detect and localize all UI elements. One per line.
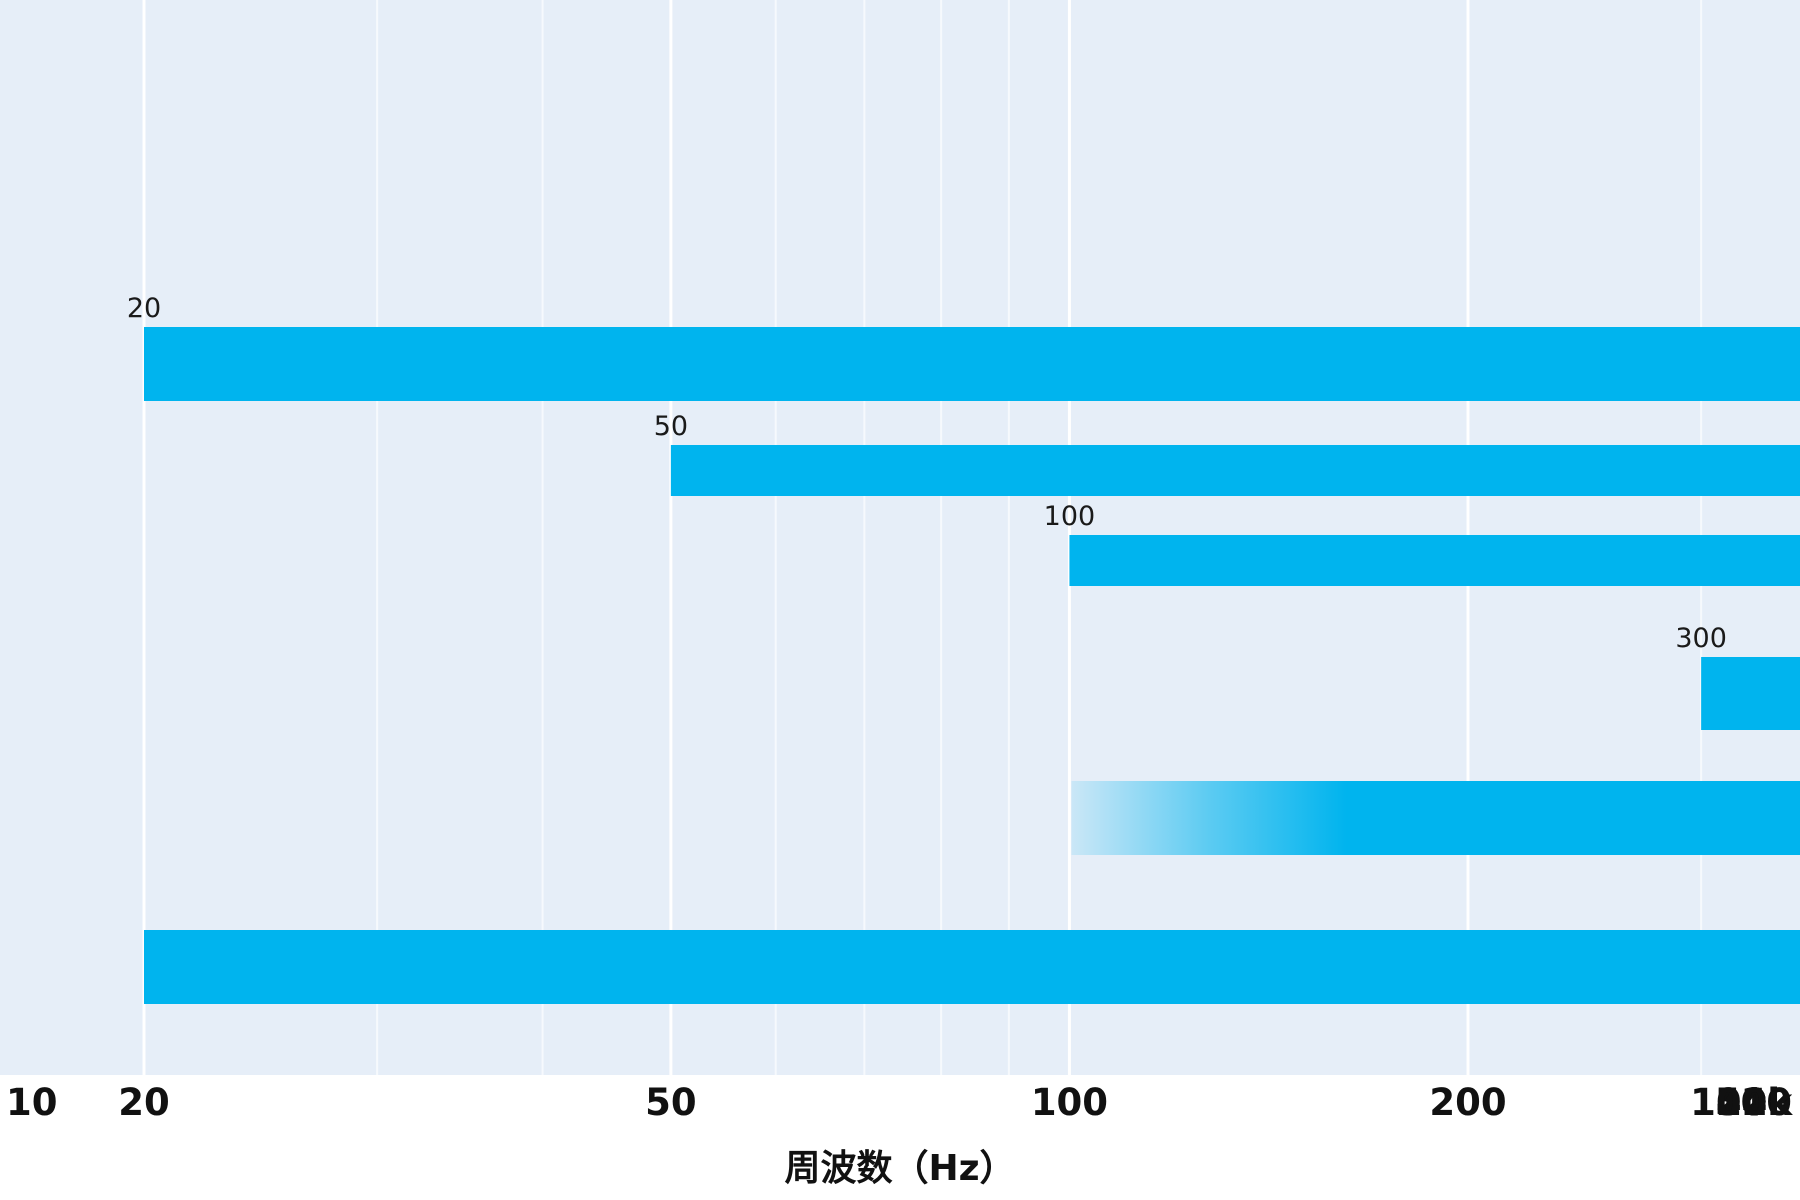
x-tick-label: 50 bbox=[645, 1081, 697, 1124]
bar-start-label: 50 bbox=[654, 411, 688, 442]
x-tick-label: 20k bbox=[1716, 1081, 1793, 1124]
bar-music-cd bbox=[144, 327, 1800, 401]
x-tick-label: 10 bbox=[6, 1081, 58, 1124]
bar-start-label: 100 bbox=[1044, 501, 1096, 532]
bar-am-broadcast bbox=[1069, 535, 1800, 586]
x-tick-label: 20 bbox=[118, 1081, 170, 1124]
bar-start-label: 20 bbox=[127, 293, 161, 324]
x-tick-label: 500 bbox=[1715, 1081, 1792, 1124]
x-tick-label: 100k bbox=[1690, 1081, 1793, 1124]
x-tick-label: 10k bbox=[1716, 1081, 1793, 1124]
x-axis-title: 周波数（Hz） bbox=[784, 1148, 1015, 1189]
bar-start-label: 300 bbox=[1675, 623, 1727, 654]
x-tick-label: 4k bbox=[1742, 1081, 1794, 1124]
bar-fm-broadcast bbox=[670, 445, 1800, 496]
range-bars: 音楽CDの再生周波数帯域2020kFM放送5015kAM放送1007.5k固定電… bbox=[127, 293, 1800, 1004]
bar-telephone bbox=[1701, 657, 1800, 730]
bar-human-audible bbox=[144, 930, 1800, 1004]
x-tick-label: 100 bbox=[1031, 1081, 1108, 1124]
x-tick-label: 1k bbox=[1742, 1081, 1794, 1124]
bar-human-voice bbox=[1071, 781, 1800, 855]
x-tick-label: 40k bbox=[1716, 1081, 1793, 1124]
x-tick-label: 200 bbox=[1429, 1081, 1506, 1124]
x-tick-label: 2k bbox=[1742, 1081, 1794, 1124]
